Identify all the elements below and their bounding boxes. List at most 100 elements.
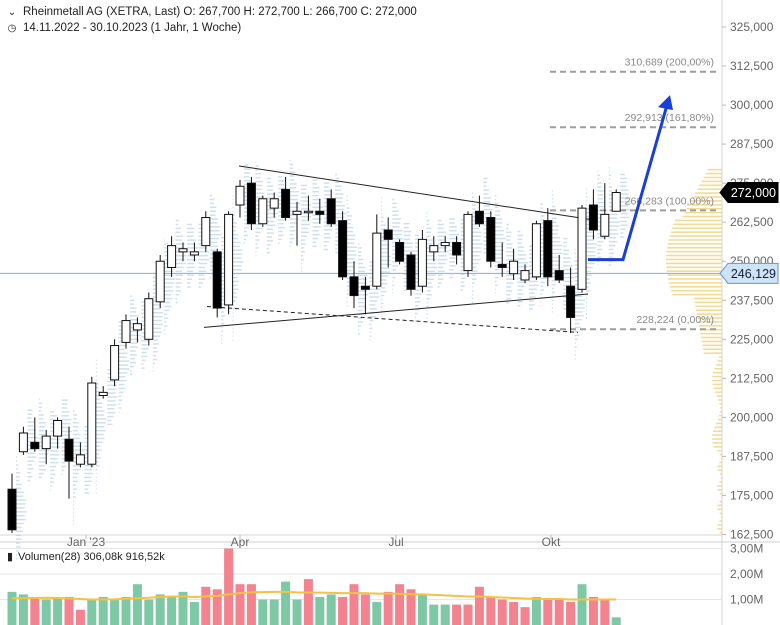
candle-profile-bar [266, 216, 276, 219]
candle-profile-bar [494, 249, 504, 252]
candle-profile-bar [221, 322, 225, 325]
candle-profile-bar [586, 297, 587, 300]
candle-profile-bar [130, 346, 138, 348]
candle-profile-bar [73, 519, 74, 522]
candle-profile-bar [312, 183, 317, 185]
candle-profile-bar [620, 224, 628, 227]
candle-up [520, 270, 530, 281]
chevron-down-icon[interactable]: ⌄ [7, 7, 17, 18]
candle-profile-bar [266, 193, 276, 195]
candle-profile-bar [266, 244, 271, 246]
candle-profile-bar [107, 411, 116, 414]
candle-profile-bar [346, 230, 353, 233]
candle-up [417, 238, 427, 287]
candle-profile-bar [130, 358, 135, 360]
candle-profile-bar [130, 334, 141, 337]
candle-down [64, 438, 74, 462]
volume-profile-bar [715, 391, 722, 393]
candle-profile-bar [73, 468, 81, 471]
candle-profile-bar [403, 234, 411, 237]
candle-profile-bar [494, 233, 504, 236]
volume-profile-bar [717, 504, 722, 507]
candle-profile-bar [437, 235, 446, 237]
volume-profile-bar [716, 422, 722, 425]
candle-profile-bar [517, 297, 522, 299]
candle-profile-bar [506, 231, 512, 234]
candle-profile-bar [38, 468, 46, 471]
candle-profile-bar [506, 251, 515, 253]
candle-profile-bar [289, 202, 301, 205]
candle-up [531, 223, 541, 278]
candle-profile-bar [95, 406, 102, 408]
candle-profile-bar [597, 197, 603, 200]
candle-profile-bar [403, 226, 409, 229]
candle-profile-bar [289, 226, 295, 228]
candle-profile-bar [164, 313, 168, 316]
candle-profile-bar [73, 465, 80, 467]
candle-profile-bar [244, 222, 248, 225]
candle-profile-bar [95, 371, 98, 373]
candle-profile-bar [563, 269, 573, 271]
candle-profile-bar [437, 251, 449, 253]
candle-profile-bar [392, 284, 395, 287]
candle-profile-bar [358, 243, 360, 245]
candle-profile-bar [426, 270, 435, 273]
candle-profile-bar [255, 196, 264, 198]
candle-profile-bar [346, 301, 348, 303]
volume-profile-bar [717, 508, 722, 511]
candle-profile-bar [563, 308, 567, 310]
candle-profile-bar [563, 241, 567, 244]
volume-profile-bar [713, 446, 722, 448]
candle-profile-bar [392, 222, 401, 224]
candle-profile-bar [608, 233, 619, 235]
candle-profile-bar [107, 368, 113, 371]
candle-profile-bar [232, 222, 237, 224]
volume-bar-up [18, 594, 28, 625]
volume-profile-bar [671, 289, 722, 292]
candle-profile-bar [232, 280, 240, 283]
candle-profile-bar [494, 202, 499, 205]
candle-profile-bar [289, 179, 295, 181]
candle-profile-bar [152, 308, 161, 310]
candle-profile-bar [529, 284, 539, 287]
candle-profile-bar [95, 449, 102, 451]
candle-profile-bar [426, 317, 428, 319]
candle-profile-bar [335, 201, 343, 203]
candle-profile-bar [152, 366, 154, 369]
candle-profile-bar [426, 278, 434, 280]
volume-profile-bar [698, 321, 722, 323]
candle-profile-bar [130, 315, 139, 317]
volume-bar-down [303, 579, 313, 625]
candle-profile-bar [506, 297, 512, 300]
y-tick-label: 225,000 [730, 332, 774, 346]
candle-profile-bar [563, 253, 569, 255]
candle-profile-bar [426, 262, 436, 265]
candle-profile-bar [118, 399, 123, 401]
candle-profile-bar [563, 304, 569, 306]
volume-bar-up [41, 599, 51, 625]
crosshair-price-badge: 246,129 [719, 262, 779, 284]
candle-profile-bar [449, 237, 459, 240]
candle-profile-bar [232, 272, 241, 275]
candle-profile-bar [483, 181, 487, 184]
clock-icon: ◷ [7, 23, 17, 34]
candle-profile-bar [38, 457, 46, 459]
candle-down [360, 285, 370, 290]
volume-bar-down [520, 607, 530, 625]
candle-profile-bar [16, 550, 19, 552]
candle-profile-bar [198, 251, 210, 253]
candle-up [269, 198, 279, 209]
candle-profile-bar [586, 247, 597, 249]
candle-profile-bar [517, 254, 527, 256]
candle-profile-bar [27, 468, 34, 470]
candle-profile-bar [403, 281, 409, 284]
candle-profile-bar [517, 281, 527, 284]
candle-profile-bar [118, 407, 122, 409]
candle-profile-bar [574, 268, 580, 270]
candle-profile-bar [187, 258, 197, 261]
candle-profile-bar [380, 271, 391, 273]
candle-profile-bar [255, 239, 260, 241]
crosshair-price-badge-shape [719, 262, 779, 284]
candle-down [406, 254, 416, 290]
